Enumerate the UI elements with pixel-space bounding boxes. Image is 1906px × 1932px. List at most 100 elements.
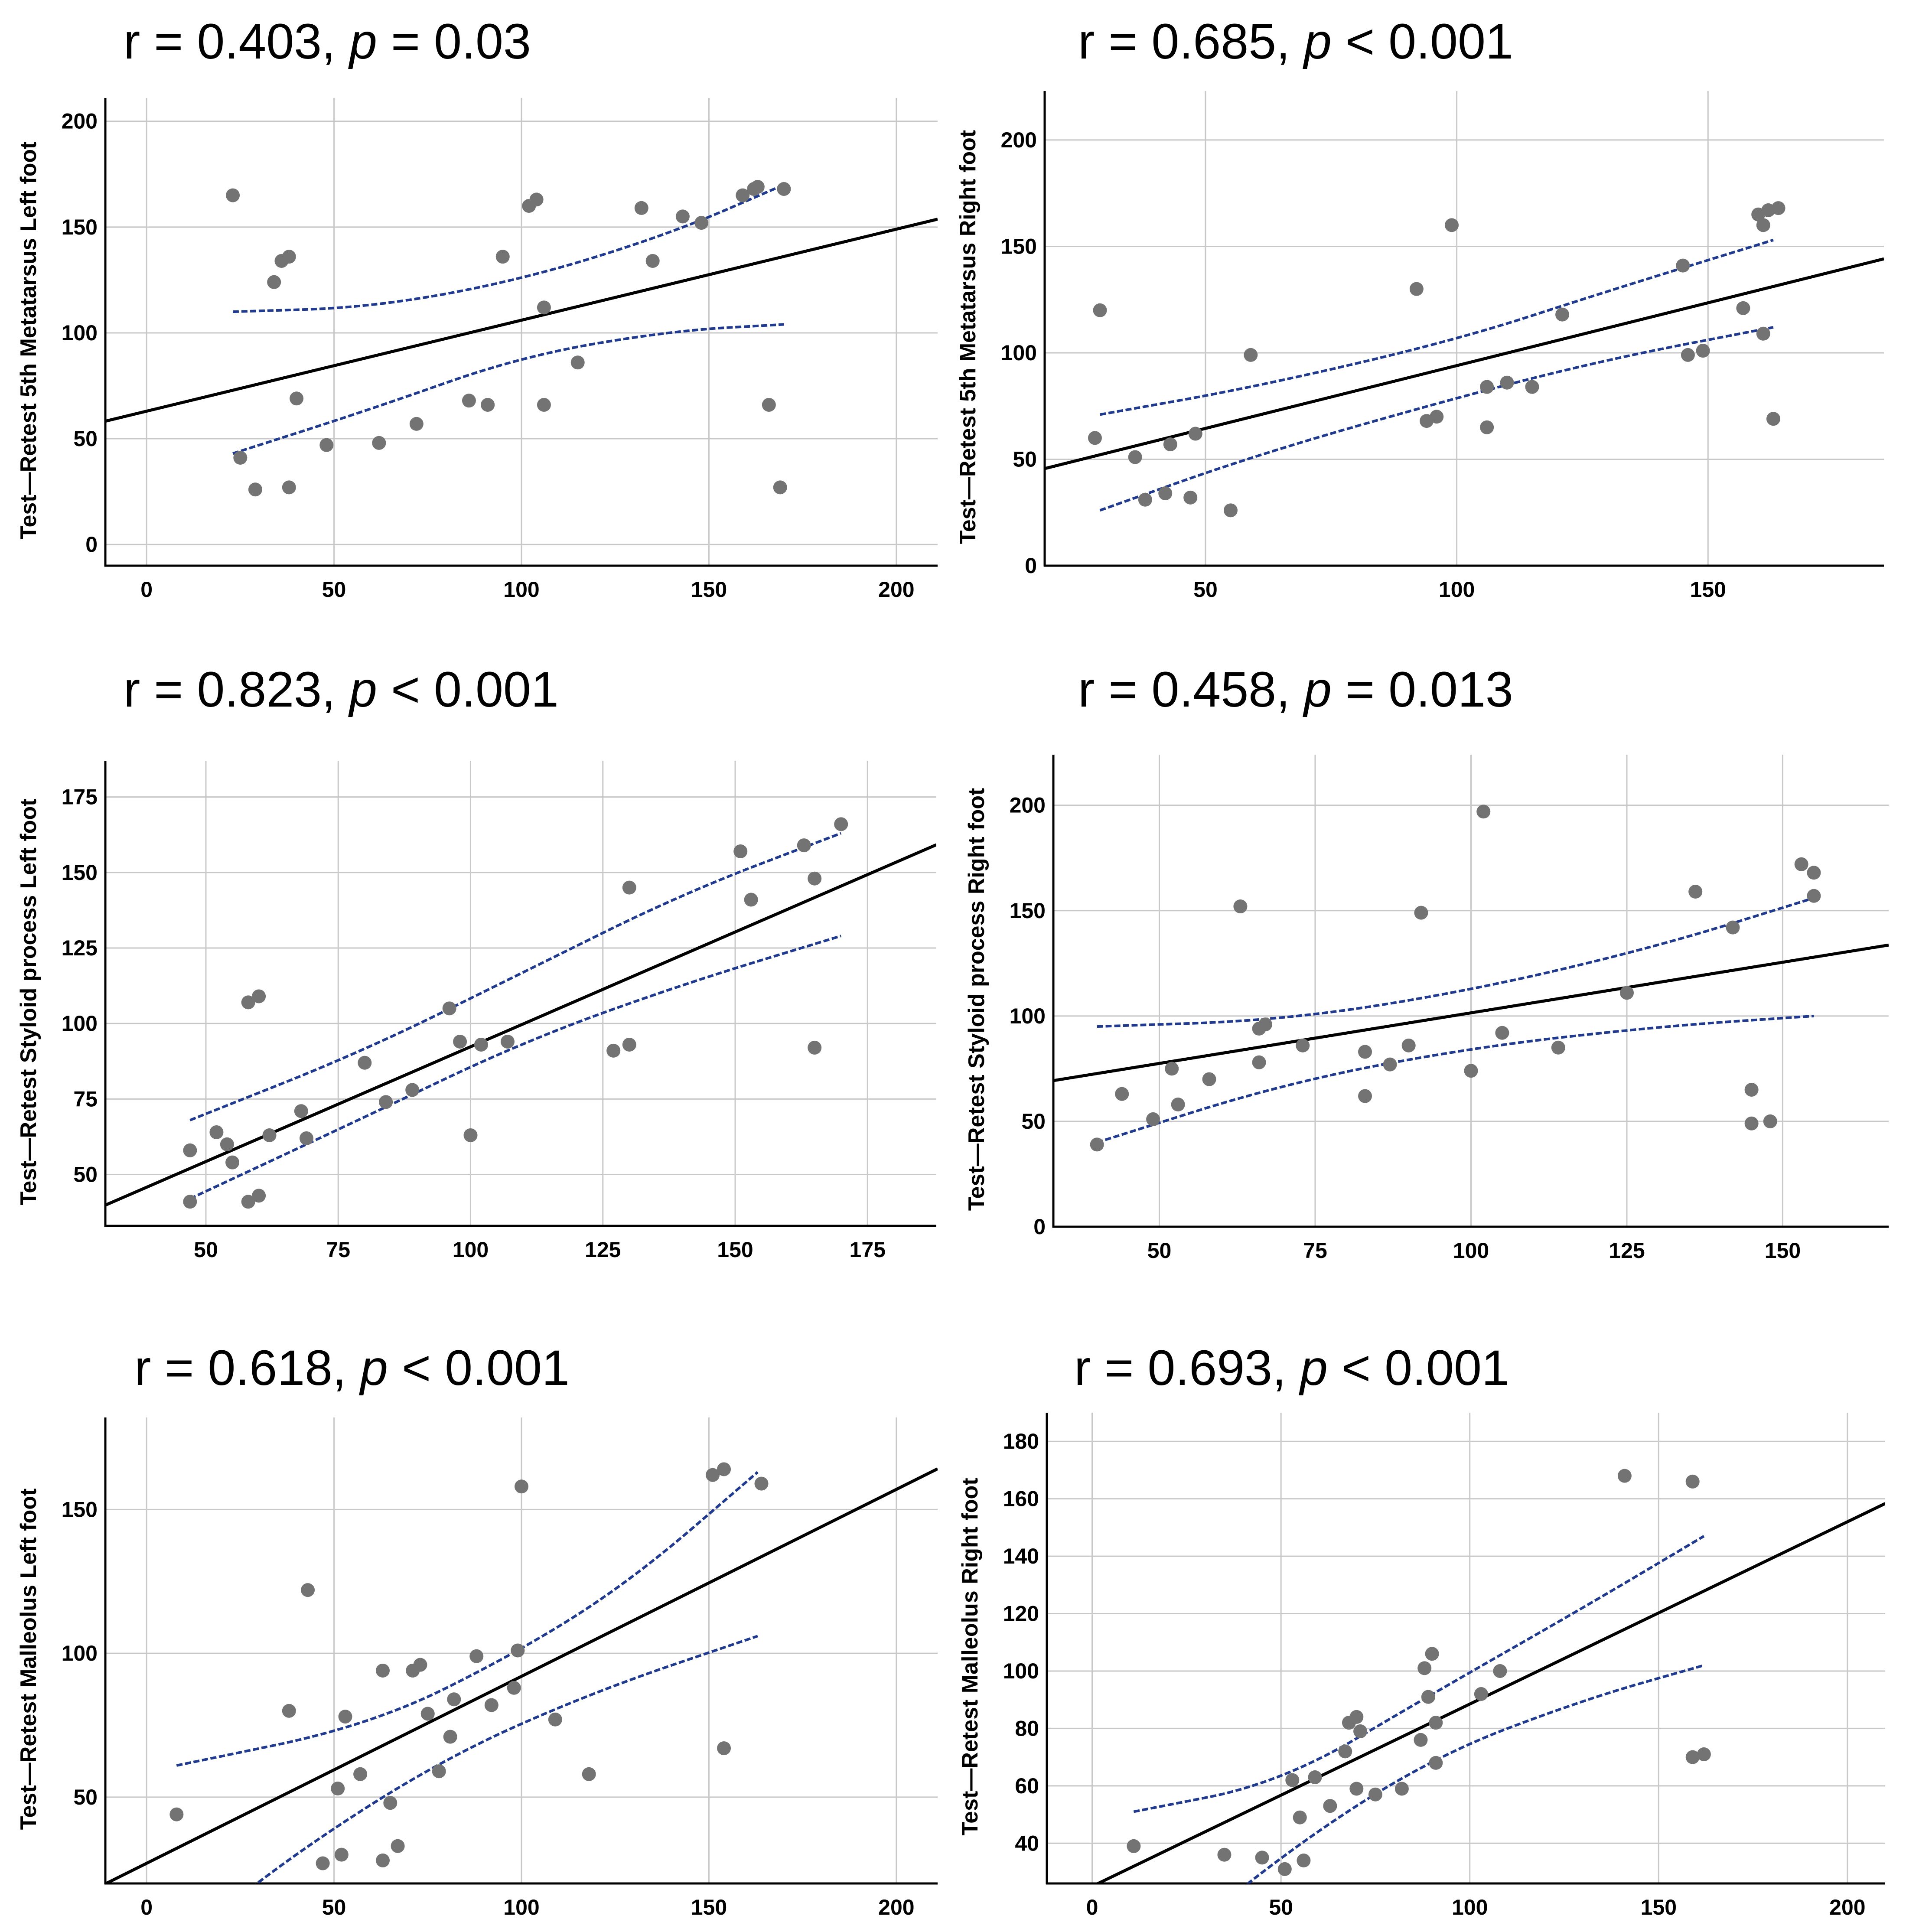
x-tick-label: 50: [1269, 1895, 1293, 1919]
data-point: [1464, 1064, 1478, 1078]
data-point: [717, 1462, 731, 1476]
chart-panel-2: 50 100 150 0 50 100 150 200 Test—Retest 5th Meta…: [955, 14, 1884, 602]
data-point: [409, 417, 424, 431]
data-point: [282, 480, 296, 495]
chart-title: r = 0.618, p < 0.001: [134, 1340, 570, 1396]
data-point: [432, 1764, 446, 1779]
data-point: [1163, 437, 1177, 452]
chart-panel-4: 50 75 100 125 150 0 50 100 150 200 Test—Retest Sty…: [964, 662, 1889, 1263]
x-tick-label: 50: [1193, 577, 1218, 602]
data-point: [1401, 1038, 1416, 1052]
y-tick-label: 150: [1001, 234, 1037, 258]
data-point: [474, 1037, 488, 1052]
y-tick-label: 200: [1010, 793, 1046, 818]
data-point: [622, 880, 636, 895]
y-tick-label: 100: [62, 321, 98, 345]
data-point: [1188, 427, 1202, 441]
data-point: [1620, 986, 1634, 1000]
data-point: [299, 1131, 313, 1145]
data-point: [706, 1468, 720, 1482]
title-p: p: [359, 1340, 388, 1396]
data-point: [1425, 1647, 1439, 1661]
data-point: [762, 397, 776, 412]
data-point: [453, 1034, 467, 1049]
y-tick-label: 200: [1001, 128, 1037, 152]
data-point: [338, 1710, 352, 1724]
data-point: [282, 250, 296, 264]
data-point: [331, 1782, 345, 1796]
y-tick-label: 80: [1015, 1716, 1039, 1740]
x-tick-label: 0: [140, 577, 153, 602]
data-point: [391, 1839, 405, 1853]
data-point: [376, 1663, 390, 1678]
y-tick-label: 150: [62, 1497, 98, 1521]
x-tick-label: 200: [878, 577, 914, 602]
data-point: [1217, 1847, 1232, 1862]
data-point: [282, 1704, 296, 1718]
data-point: [675, 209, 690, 224]
data-point: [1353, 1724, 1368, 1739]
y-axis-label: Test—Retest 5th Metatarsus Right foot: [955, 130, 981, 544]
data-point: [694, 216, 709, 230]
data-point: [537, 300, 551, 315]
data-point: [301, 1583, 315, 1597]
regression-line: [105, 218, 938, 423]
data-point: [1617, 1469, 1632, 1483]
y-tick-label: 175: [62, 785, 98, 809]
data-point: [1430, 410, 1444, 424]
data-point: [1358, 1089, 1372, 1103]
data-point: [209, 1125, 224, 1140]
y-tick-label: 180: [1003, 1429, 1039, 1453]
data-point: [1495, 1026, 1509, 1040]
y-tick-label: 0: [1033, 1215, 1046, 1239]
data-point: [1233, 899, 1248, 914]
data-point: [1417, 1661, 1432, 1675]
ci-lower-line: [232, 323, 784, 455]
data-point: [1445, 218, 1459, 232]
title-p: p: [1299, 1340, 1328, 1396]
data-point: [1171, 1098, 1185, 1112]
title-p: p: [1303, 662, 1332, 717]
data-point: [1115, 1087, 1129, 1101]
data-point: [220, 1137, 234, 1151]
data-point: [1138, 492, 1152, 507]
data-point: [294, 1104, 308, 1118]
x-tick-label: 100: [1453, 1238, 1489, 1263]
data-point: [1685, 1750, 1700, 1764]
data-point: [515, 1479, 528, 1494]
y-tick-label: 120: [1003, 1602, 1039, 1626]
data-point: [442, 1001, 456, 1016]
y-tick-label: 100: [62, 1641, 98, 1665]
data-point: [319, 438, 334, 452]
data-point: [1285, 1773, 1300, 1787]
data-point: [1551, 1040, 1565, 1055]
data-point: [1090, 1137, 1104, 1152]
ci-upper-line: [1099, 238, 1774, 416]
chart-title: r = 0.693, p < 0.001: [1074, 1340, 1509, 1396]
y-tick-label: 200: [62, 109, 98, 134]
data-point: [1744, 1082, 1759, 1097]
y-tick-label: 50: [73, 427, 98, 451]
data-point: [1555, 307, 1570, 322]
title-r: r = 0.458,: [1078, 662, 1304, 717]
y-axis-label: Test—Retest Malleolus Left foot: [16, 1489, 41, 1830]
y-tick-label: 60: [1015, 1774, 1039, 1798]
x-tick-label: 50: [194, 1238, 218, 1262]
data-point: [507, 1681, 521, 1695]
y-tick-label: 75: [73, 1087, 98, 1111]
y-tick-label: 50: [73, 1163, 98, 1187]
x-tick-label: 150: [1641, 1895, 1677, 1919]
data-point: [379, 1095, 393, 1109]
x-tick-label: 100: [503, 577, 539, 602]
y-tick-label: 0: [85, 532, 98, 557]
data-point: [443, 1730, 457, 1744]
data-point: [1293, 1810, 1307, 1824]
data-point: [183, 1195, 197, 1209]
y-tick-label: 140: [1003, 1544, 1039, 1568]
data-point: [500, 1034, 515, 1049]
x-tick-label: 150: [1690, 577, 1726, 602]
data-point: [1158, 486, 1173, 501]
title-r: r = 0.823,: [124, 662, 349, 717]
data-point: [183, 1143, 197, 1157]
title-p: p: [1303, 14, 1332, 69]
